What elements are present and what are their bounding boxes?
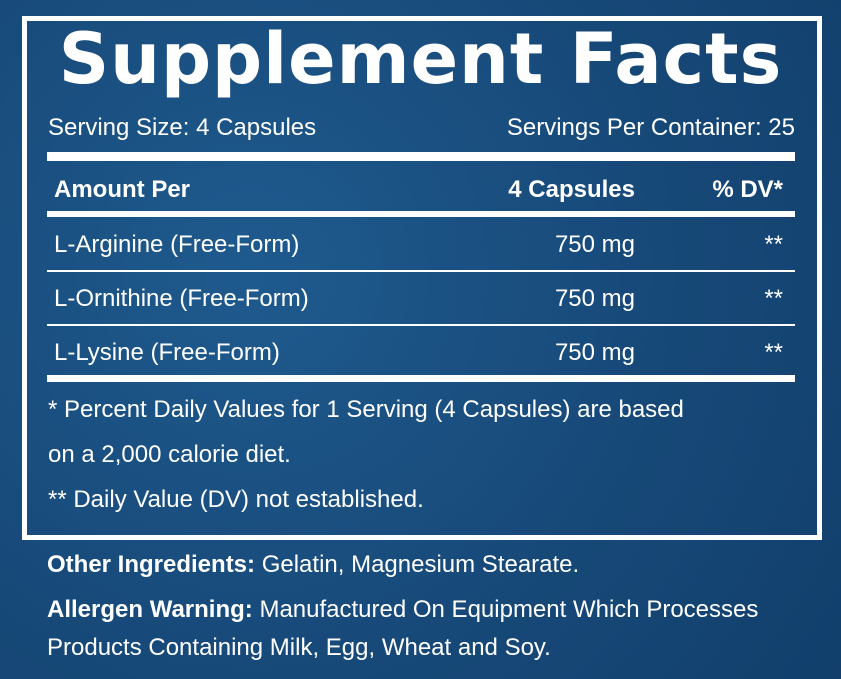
thick-rule bbox=[47, 152, 795, 161]
footnote: * Percent Daily Values for 1 Serving (4 … bbox=[48, 396, 684, 423]
footnote: ** Daily Value (DV) not established. bbox=[48, 486, 424, 513]
thin-rule bbox=[47, 324, 795, 326]
allergen-text: Products Containing Milk, Egg, Wheat and… bbox=[47, 634, 551, 661]
thin-rule bbox=[47, 270, 795, 272]
facts-border bbox=[22, 16, 822, 540]
allergen-text: Manufactured On Equipment Which Processe… bbox=[259, 596, 759, 623]
ingredient-name: L-Arginine (Free-Form) bbox=[54, 231, 300, 258]
ingredient-amount: 750 mg bbox=[554, 339, 635, 366]
other-ingredients-label: Other Ingredients: bbox=[47, 551, 256, 578]
thick-rule bbox=[47, 211, 795, 217]
serving-size: Serving Size: 4 Capsules bbox=[48, 114, 317, 141]
thick-rule bbox=[47, 375, 795, 382]
ingredient-name: L-Lysine (Free-Form) bbox=[54, 339, 280, 366]
header-dv: % DV* bbox=[712, 176, 783, 203]
footnote: on a 2,000 calorie diet. bbox=[48, 441, 291, 468]
allergen-warning: Allergen Warning: Manufactured On Equipm… bbox=[47, 596, 758, 624]
servings-per-container: Servings Per Container: 25 bbox=[506, 114, 795, 141]
allergen-label: Allergen Warning: bbox=[47, 596, 253, 623]
header-amount-per: Amount Per bbox=[54, 176, 191, 203]
other-ingredients: Other Ingredients: Gelatin, Magnesium St… bbox=[47, 551, 579, 579]
ingredient-dv: ** bbox=[764, 231, 783, 258]
header-serving: 4 Capsules bbox=[508, 176, 635, 203]
ingredient-dv: ** bbox=[764, 285, 783, 312]
ingredient-name: L-Ornithine (Free-Form) bbox=[54, 285, 309, 312]
other-ingredients-text: Gelatin, Magnesium Stearate. bbox=[261, 551, 580, 578]
ingredient-dv: ** bbox=[764, 339, 783, 366]
ingredient-amount: 750 mg bbox=[554, 285, 635, 312]
ingredient-amount: 750 mg bbox=[554, 231, 635, 258]
title: Supplement Facts bbox=[58, 18, 783, 100]
